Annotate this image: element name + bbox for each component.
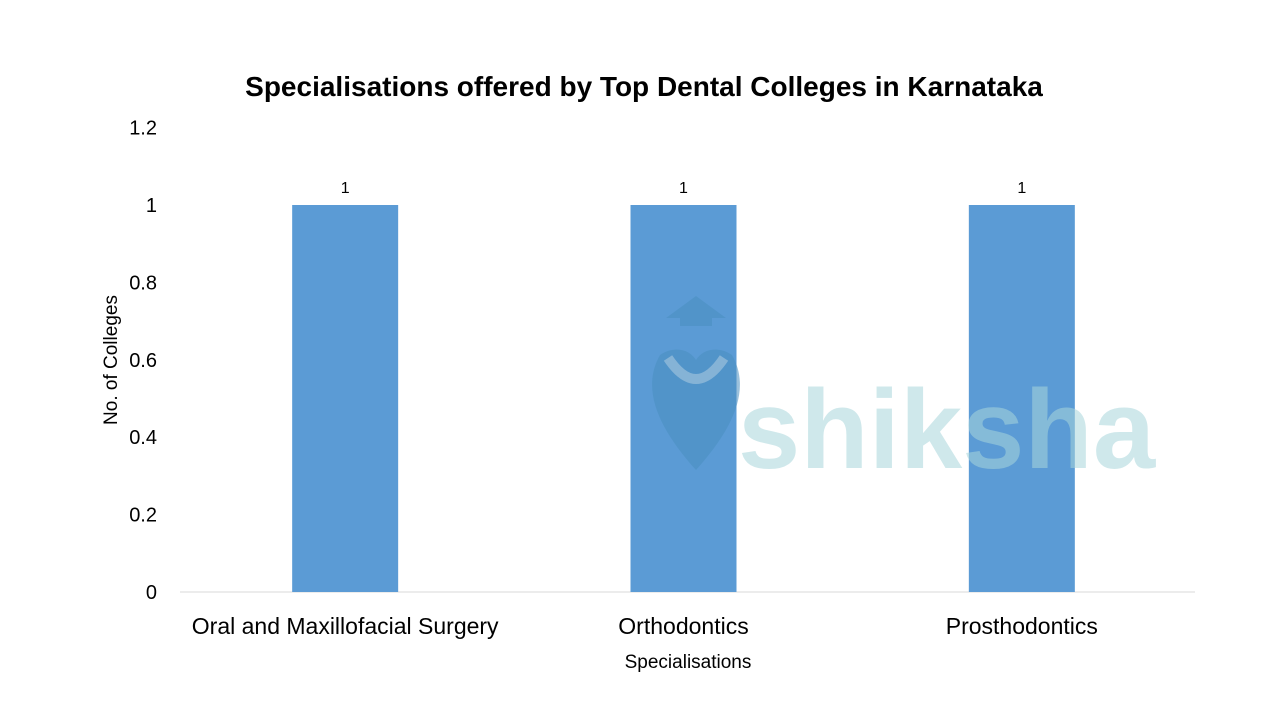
x-axis-ticks: Oral and Maxillofacial Surgery Orthodonti… (192, 613, 1098, 639)
y-tick-label: 1.2 (129, 118, 157, 140)
y-axis-ticks: 0 0.2 0.4 0.6 0.8 1 1.2 (129, 118, 157, 604)
y-axis-label: No. of Colleges (101, 295, 122, 425)
bar (968, 205, 1075, 592)
data-label: 1 (341, 180, 350, 197)
x-tick-label: Prosthodontics (946, 613, 1098, 639)
x-axis-label: Specialisations (625, 652, 752, 673)
pen-nib-icon (652, 349, 740, 470)
x-tick-label: Oral and Maxillofacial Surgery (192, 613, 499, 639)
data-label: 1 (679, 180, 688, 197)
y-tick-label: 1 (146, 195, 157, 217)
bar (292, 205, 399, 592)
y-tick-label: 0.4 (129, 427, 157, 449)
data-label: 1 (1017, 180, 1026, 197)
y-tick-label: 0.2 (129, 505, 157, 527)
watermark: shiksha (652, 296, 1156, 492)
x-tick-label: Orthodontics (618, 613, 748, 639)
graduation-cap-icon (666, 296, 726, 326)
y-tick-label: 0.8 (129, 272, 157, 294)
chart-title: Specialisations offered by Top Dental Co… (245, 71, 1043, 102)
bars: 1 1 1 (292, 180, 1075, 592)
y-tick-label: 0 (146, 582, 157, 604)
watermark-text: shiksha (738, 367, 1156, 492)
smile-arc (663, 355, 729, 384)
y-tick-label: 0.6 (129, 350, 157, 372)
